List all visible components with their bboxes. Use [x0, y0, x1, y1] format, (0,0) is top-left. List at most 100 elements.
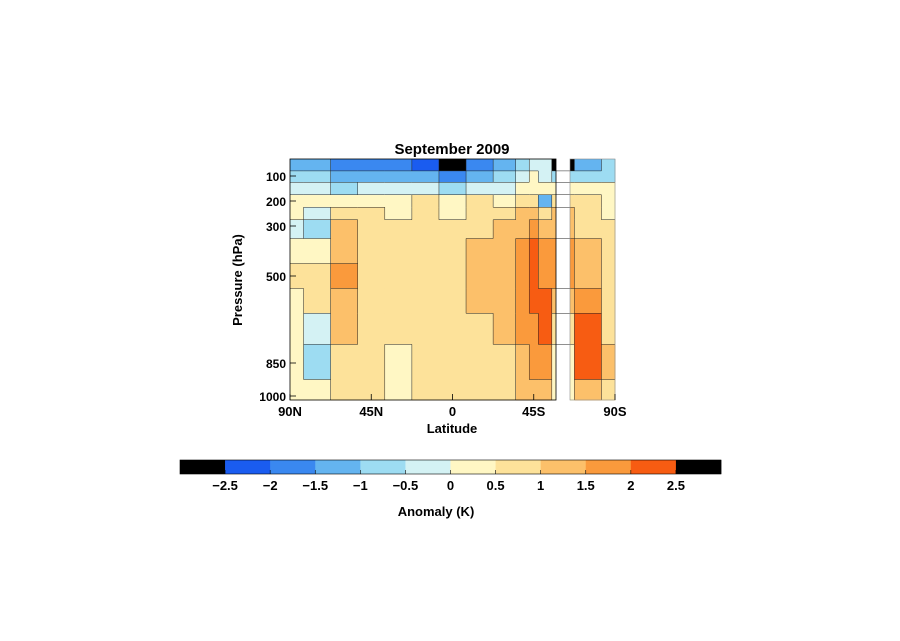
colorbar-tick-label: −1.5 — [302, 478, 328, 493]
heatmap-cell — [466, 263, 494, 289]
heatmap-cell — [384, 344, 413, 380]
heatmap-cell — [515, 170, 530, 183]
heatmap-cell — [529, 194, 539, 208]
heatmap-cell — [303, 194, 332, 208]
heatmap-cell — [574, 379, 602, 401]
heatmap-cell — [330, 159, 359, 172]
heatmap-cell — [574, 182, 602, 196]
heatmap-cell — [330, 263, 359, 289]
colorbar-swatch — [225, 460, 271, 474]
heatmap-cell — [303, 170, 332, 183]
colorbar-swatch — [180, 460, 226, 474]
heatmap-cell — [439, 344, 467, 380]
heatmap-cell — [601, 313, 616, 345]
heatmap-cell — [574, 288, 602, 314]
heatmap-cell — [330, 170, 359, 183]
heatmap-cell — [411, 219, 440, 240]
colorbar-swatch — [270, 460, 316, 474]
colorbar-tick-label: −0.5 — [393, 478, 419, 493]
heatmap-cell — [574, 238, 602, 264]
heatmap-cell — [303, 263, 332, 289]
chart-title: September 2009 — [394, 141, 509, 158]
heatmap-cell — [290, 263, 304, 289]
heatmap-cell — [601, 159, 616, 172]
heatmap-cell — [290, 288, 304, 314]
contour-lines — [290, 159, 615, 400]
heatmap-cell — [538, 207, 553, 221]
heatmap-cell — [384, 238, 413, 264]
heatmap-cell — [466, 288, 494, 314]
colorbar-swatch — [540, 460, 587, 474]
heatmap-cell — [303, 219, 332, 240]
heatmap-cell — [538, 170, 553, 183]
x-tick-label: 90N — [278, 404, 302, 419]
x-axis-label: Latitude — [427, 421, 478, 436]
heatmap-cell — [574, 219, 602, 240]
plot-area — [290, 158, 616, 401]
heatmap-cell — [515, 379, 530, 401]
heatmap-cell — [493, 207, 517, 221]
heatmap-cell — [411, 238, 440, 264]
heatmap-cell — [411, 263, 440, 289]
colorbar-swatch — [630, 460, 677, 474]
heatmap-cell — [601, 263, 616, 289]
x-axis: 90N 45N 0 45S 90S — [278, 394, 627, 419]
heatmap-cell — [384, 194, 413, 208]
heatmap-cell — [574, 207, 602, 221]
y-tick-label: 500 — [266, 270, 286, 284]
heatmap-cell — [529, 170, 539, 183]
heatmap-cell — [538, 288, 553, 314]
heatmap-cell — [515, 288, 530, 314]
y-tick-label: 100 — [266, 170, 286, 184]
heatmap-cell — [515, 194, 530, 208]
heatmap-cell — [303, 379, 332, 401]
heatmap-cell — [357, 159, 386, 172]
x-tick-label: 45S — [522, 404, 545, 419]
heatmap-cell — [439, 263, 467, 289]
y-tick-label: 850 — [266, 357, 286, 371]
heatmap-cell — [411, 194, 440, 208]
heatmap-cell — [357, 288, 386, 314]
heatmap-cell — [538, 194, 553, 208]
heatmap-cell — [384, 313, 413, 345]
colorbar-tick-label: 0 — [447, 478, 454, 493]
heatmap-cell — [357, 379, 386, 401]
colorbar: −2.5 −2 −1.5 −1 −0.5 0 0.5 1 1.5 2 2.5 — [179, 459, 722, 493]
heatmap-cell — [538, 344, 553, 380]
heatmap-cell — [303, 288, 332, 314]
heatmap-cell — [515, 219, 530, 240]
heatmap-cell — [290, 379, 304, 401]
heatmap-cell — [515, 238, 530, 264]
heatmap-cell — [466, 238, 494, 264]
heatmap-cell — [515, 313, 530, 345]
heatmap-cell — [439, 379, 467, 401]
heatmap-cell — [493, 182, 517, 196]
heatmap-cell — [411, 159, 440, 172]
y-axis: 100 200 300 500 850 1000 — [259, 170, 296, 404]
heatmap-cell — [411, 170, 440, 183]
heatmap-cell — [493, 379, 517, 401]
y-tick-label: 1000 — [259, 390, 286, 404]
heatmap-cell — [357, 238, 386, 264]
heatmap-cell — [493, 313, 517, 345]
heatmap-cell — [384, 219, 413, 240]
heatmap-cell — [538, 238, 553, 264]
heatmap-cell — [529, 379, 539, 401]
data-gap-strip — [556, 158, 570, 401]
heatmap-cell — [538, 263, 553, 289]
heatmap-cell — [384, 379, 413, 401]
heatmap-cell — [601, 379, 616, 401]
heatmap-cell — [357, 170, 386, 183]
colorbar-tick-label: 1 — [537, 478, 544, 493]
heatmap-cell — [601, 344, 616, 380]
heatmap-cell — [529, 344, 539, 380]
heatmap-cell — [330, 219, 359, 240]
heatmap-cell — [330, 288, 359, 314]
heatmap-cell — [515, 182, 530, 196]
heatmap-cell — [538, 313, 553, 345]
heatmap-cell — [290, 194, 304, 208]
heatmap-cell — [439, 159, 467, 172]
heatmap-cell — [384, 288, 413, 314]
y-axis-label: Pressure (hPa) — [230, 234, 245, 326]
heatmap-cell — [493, 263, 517, 289]
